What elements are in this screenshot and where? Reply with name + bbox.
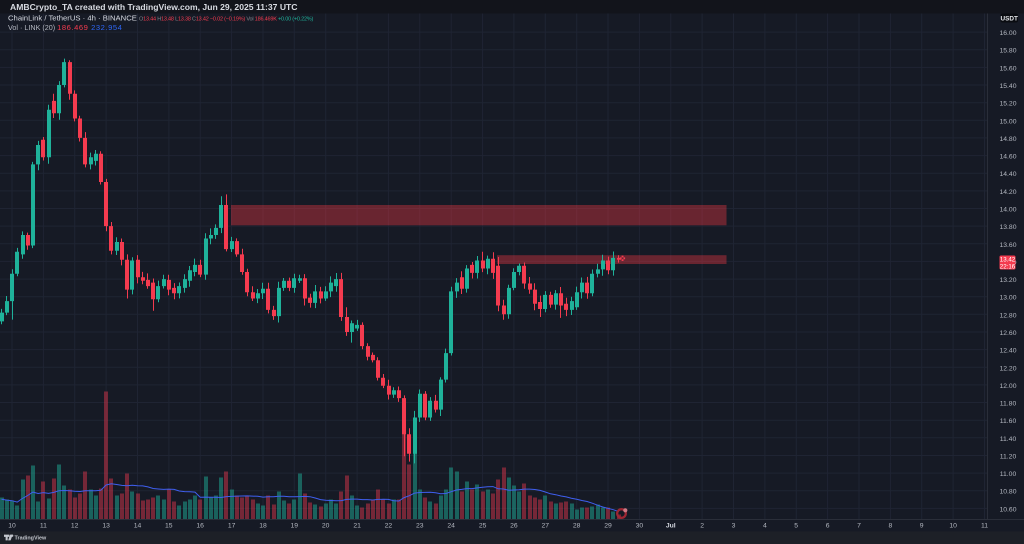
svg-text:13.80: 13.80: [999, 224, 1016, 231]
svg-text:6: 6: [826, 523, 830, 530]
svg-text:14.20: 14.20: [999, 189, 1016, 196]
svg-text:12.40: 12.40: [999, 348, 1016, 355]
svg-text:10: 10: [949, 523, 957, 530]
svg-text:15.00: 15.00: [999, 118, 1016, 125]
svg-text:12.60: 12.60: [999, 330, 1016, 337]
svg-text:13.60: 13.60: [999, 242, 1016, 249]
svg-text:24: 24: [447, 523, 455, 530]
svg-text:20: 20: [322, 523, 330, 530]
svg-text:29: 29: [604, 523, 612, 530]
svg-text:13: 13: [102, 523, 110, 530]
svg-text:14.80: 14.80: [999, 136, 1016, 143]
svg-text:9: 9: [920, 523, 924, 530]
svg-text:AMBCrypto_TA created with Trad: AMBCrypto_TA created with TradingView.co…: [10, 2, 298, 12]
svg-text:16.00: 16.00: [999, 30, 1016, 37]
svg-text:30: 30: [636, 523, 644, 530]
svg-text:15.20: 15.20: [999, 101, 1016, 108]
svg-text:23: 23: [416, 523, 424, 530]
svg-text:14.60: 14.60: [999, 154, 1016, 161]
svg-text:12.80: 12.80: [999, 312, 1016, 319]
svg-text:25: 25: [479, 523, 487, 530]
svg-text:12.20: 12.20: [999, 365, 1016, 372]
svg-text:22:16: 22:16: [1000, 263, 1016, 270]
svg-text:10.60: 10.60: [999, 506, 1016, 513]
svg-text:17: 17: [228, 523, 236, 530]
svg-text:11.40: 11.40: [1000, 436, 1017, 443]
svg-text:Vol · LINK (20) 186.469 232.95: Vol · LINK (20) 186.469 232.954: [8, 23, 122, 32]
svg-text:16: 16: [196, 523, 204, 530]
svg-text:ChainLink / TetherUS · 4h · BI: ChainLink / TetherUS · 4h · BINANCE O13.…: [8, 13, 313, 22]
svg-text:21: 21: [353, 523, 361, 530]
svg-text:11.20: 11.20: [1000, 454, 1017, 461]
svg-text:13.42: 13.42: [1000, 257, 1016, 264]
svg-text:15: 15: [165, 523, 173, 530]
svg-text:5: 5: [794, 523, 798, 530]
svg-text:12: 12: [71, 523, 79, 530]
svg-text:11: 11: [981, 523, 988, 530]
svg-text:14.40: 14.40: [999, 171, 1016, 178]
svg-text:22: 22: [385, 523, 393, 530]
svg-text:10: 10: [8, 523, 16, 530]
svg-text:27: 27: [542, 523, 550, 530]
svg-text:15.40: 15.40: [999, 83, 1016, 90]
svg-text:13.00: 13.00: [999, 295, 1016, 302]
svg-text:15.60: 15.60: [999, 65, 1016, 72]
svg-text:TradingView: TradingView: [15, 535, 47, 541]
svg-text:11.80: 11.80: [1000, 401, 1017, 408]
svg-text:USDT: USDT: [1000, 16, 1017, 23]
svg-text:2: 2: [700, 523, 704, 530]
svg-text:11: 11: [40, 523, 47, 530]
svg-text:11.00: 11.00: [1000, 471, 1017, 478]
svg-text:8: 8: [889, 523, 893, 530]
svg-text:10.80: 10.80: [999, 489, 1016, 496]
svg-text:4: 4: [763, 523, 767, 530]
svg-text:11.60: 11.60: [1000, 418, 1017, 425]
svg-text:Jul: Jul: [666, 523, 676, 530]
svg-text:14.00: 14.00: [999, 207, 1016, 214]
svg-text:28: 28: [573, 523, 581, 530]
svg-text:19: 19: [291, 523, 299, 530]
svg-text:14: 14: [134, 523, 142, 530]
svg-text:12.00: 12.00: [999, 383, 1016, 390]
svg-text:26: 26: [510, 523, 518, 530]
svg-text:3: 3: [732, 523, 736, 530]
svg-text:15.80: 15.80: [999, 48, 1016, 55]
svg-text:18: 18: [259, 523, 267, 530]
svg-text:13.20: 13.20: [999, 277, 1016, 284]
svg-text:7: 7: [857, 523, 861, 530]
